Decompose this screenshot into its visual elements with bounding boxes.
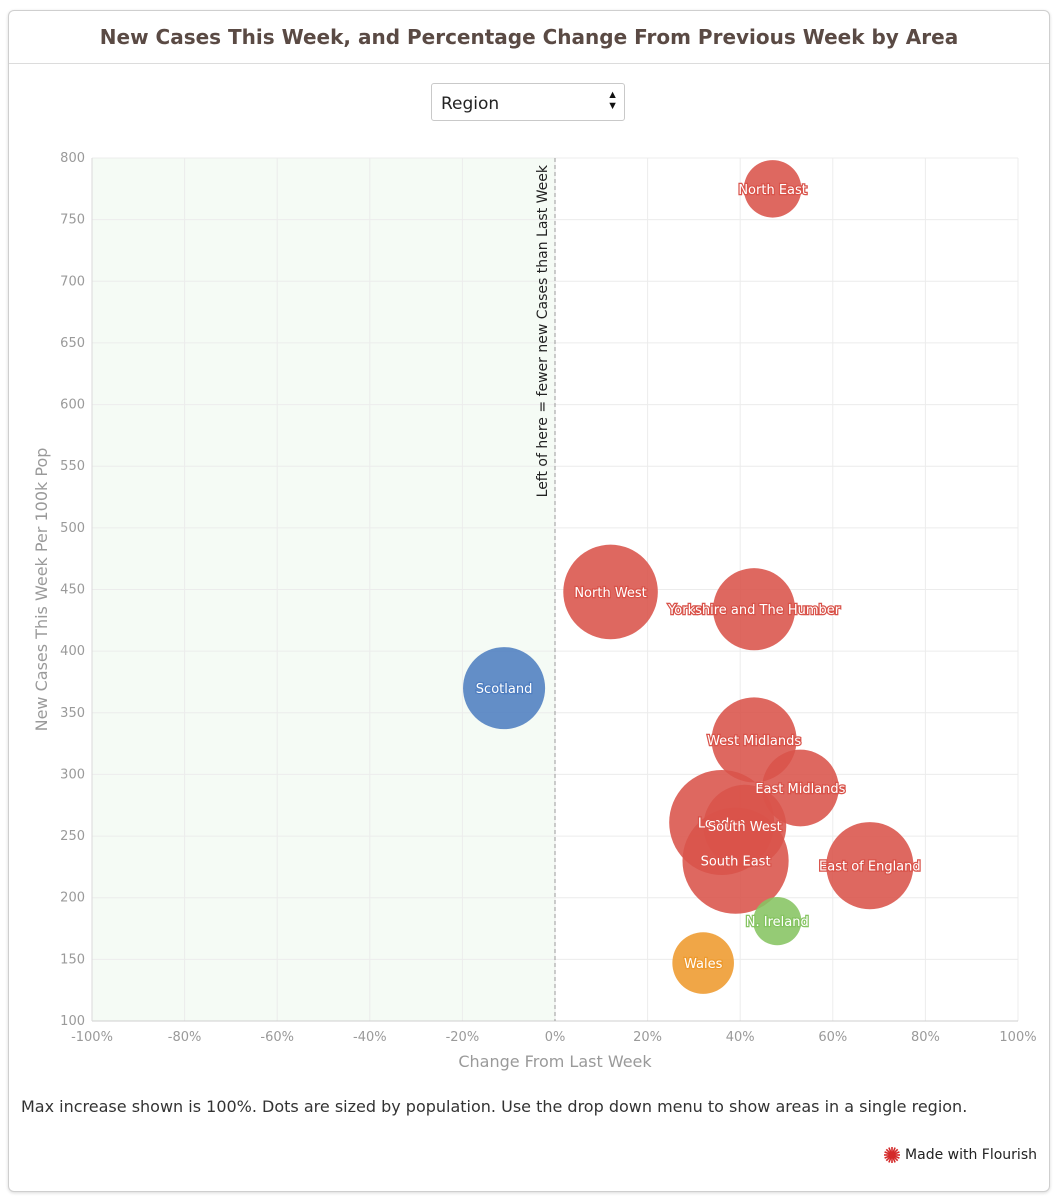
- bubble-label: Yorkshire and The Humber: [667, 603, 841, 618]
- x-tick-label: 100%: [999, 1030, 1036, 1045]
- x-tick-label: 80%: [911, 1030, 940, 1045]
- x-axis-title: Change From Last Week: [458, 1052, 652, 1071]
- bubble-label: Scotland: [476, 682, 533, 697]
- y-axis-title: New Cases This Week Per 100k Pop: [32, 448, 51, 732]
- x-tick-label: 20%: [633, 1030, 662, 1045]
- y-tick-label: 700: [60, 274, 85, 289]
- x-tick-label: 40%: [726, 1030, 755, 1045]
- y-tick-label: 350: [60, 706, 85, 721]
- bubble-label: Wales: [684, 957, 723, 972]
- flourish-star-icon: [884, 1147, 901, 1163]
- x-tick-label: -100%: [71, 1030, 113, 1045]
- sort-arrows-icon: ▲ ▼: [607, 89, 618, 112]
- bubble-label: London: [698, 817, 746, 832]
- x-tick-label: 60%: [818, 1030, 847, 1045]
- bubble-chart: -100% -80% -60% -40% -20% 0% 20% 40% 60% 80% 100% 1…: [32, 151, 1037, 1071]
- bubble-north-west: [563, 544, 658, 640]
- bubble-n-ireland: [753, 897, 802, 946]
- y-tick-label: 550: [60, 459, 85, 474]
- bubble-label: South East: [701, 855, 771, 870]
- x-tick-label: -60%: [260, 1030, 294, 1045]
- made-with-flourish-label: Made with Flourish: [905, 1147, 1037, 1163]
- y-tick-label: 650: [60, 336, 85, 351]
- bubble-label: West Midlands: [707, 734, 801, 749]
- region-select[interactable]: Region ▲ ▼: [431, 83, 625, 121]
- title-bar: New Cases This Week, and Percentage Chan…: [9, 11, 1049, 64]
- bubble-label: East of England: [819, 860, 921, 875]
- bubble-label: N. Ireland: [746, 915, 809, 930]
- y-tick-label: 200: [60, 891, 85, 906]
- y-tick-label: 400: [60, 644, 85, 659]
- x-tick-label: -40%: [353, 1030, 387, 1045]
- bubble-label: North East: [738, 183, 807, 198]
- y-tick-label: 750: [60, 213, 85, 228]
- x-tick-label: -80%: [168, 1030, 202, 1045]
- y-tick-label: 600: [60, 398, 85, 413]
- bubble-label: East Midlands: [755, 782, 845, 797]
- made-with-flourish-link[interactable]: Made with Flourish: [883, 1146, 1037, 1164]
- zero-line-annotation: Left of here = fewer new Cases than Last…: [535, 164, 551, 497]
- y-tick-label: 150: [60, 952, 85, 967]
- y-tick-label: 500: [60, 521, 85, 536]
- bubble-south-west: [703, 784, 787, 868]
- x-tick-label: 0%: [545, 1030, 566, 1045]
- x-tick-label: -20%: [446, 1030, 480, 1045]
- y-tick-label: 450: [60, 583, 85, 598]
- footnote: Max increase shown is 100%. Dots are siz…: [21, 1097, 968, 1116]
- y-tick-label: 250: [60, 829, 85, 844]
- bubble-label: North West: [574, 586, 646, 601]
- page-title: New Cases This Week, and Percentage Chan…: [99, 25, 959, 49]
- bubble-east-of-england: [826, 822, 914, 910]
- bubble-wales: [672, 932, 734, 994]
- y-tick-label: 300: [60, 767, 85, 782]
- bubble-yorkshire-and-the-humber: [713, 568, 796, 651]
- y-tick-label: 800: [60, 151, 85, 166]
- region-select-value: Region: [441, 94, 500, 114]
- bubble-north-east: [743, 160, 802, 218]
- bubble-label: South West: [708, 820, 782, 835]
- bubble-scotland: [463, 647, 546, 730]
- y-tick-label: 100: [60, 1014, 85, 1029]
- chart-card: New Cases This Week, and Percentage Chan…: [8, 10, 1050, 1192]
- bubble-east-midlands: [762, 749, 839, 827]
